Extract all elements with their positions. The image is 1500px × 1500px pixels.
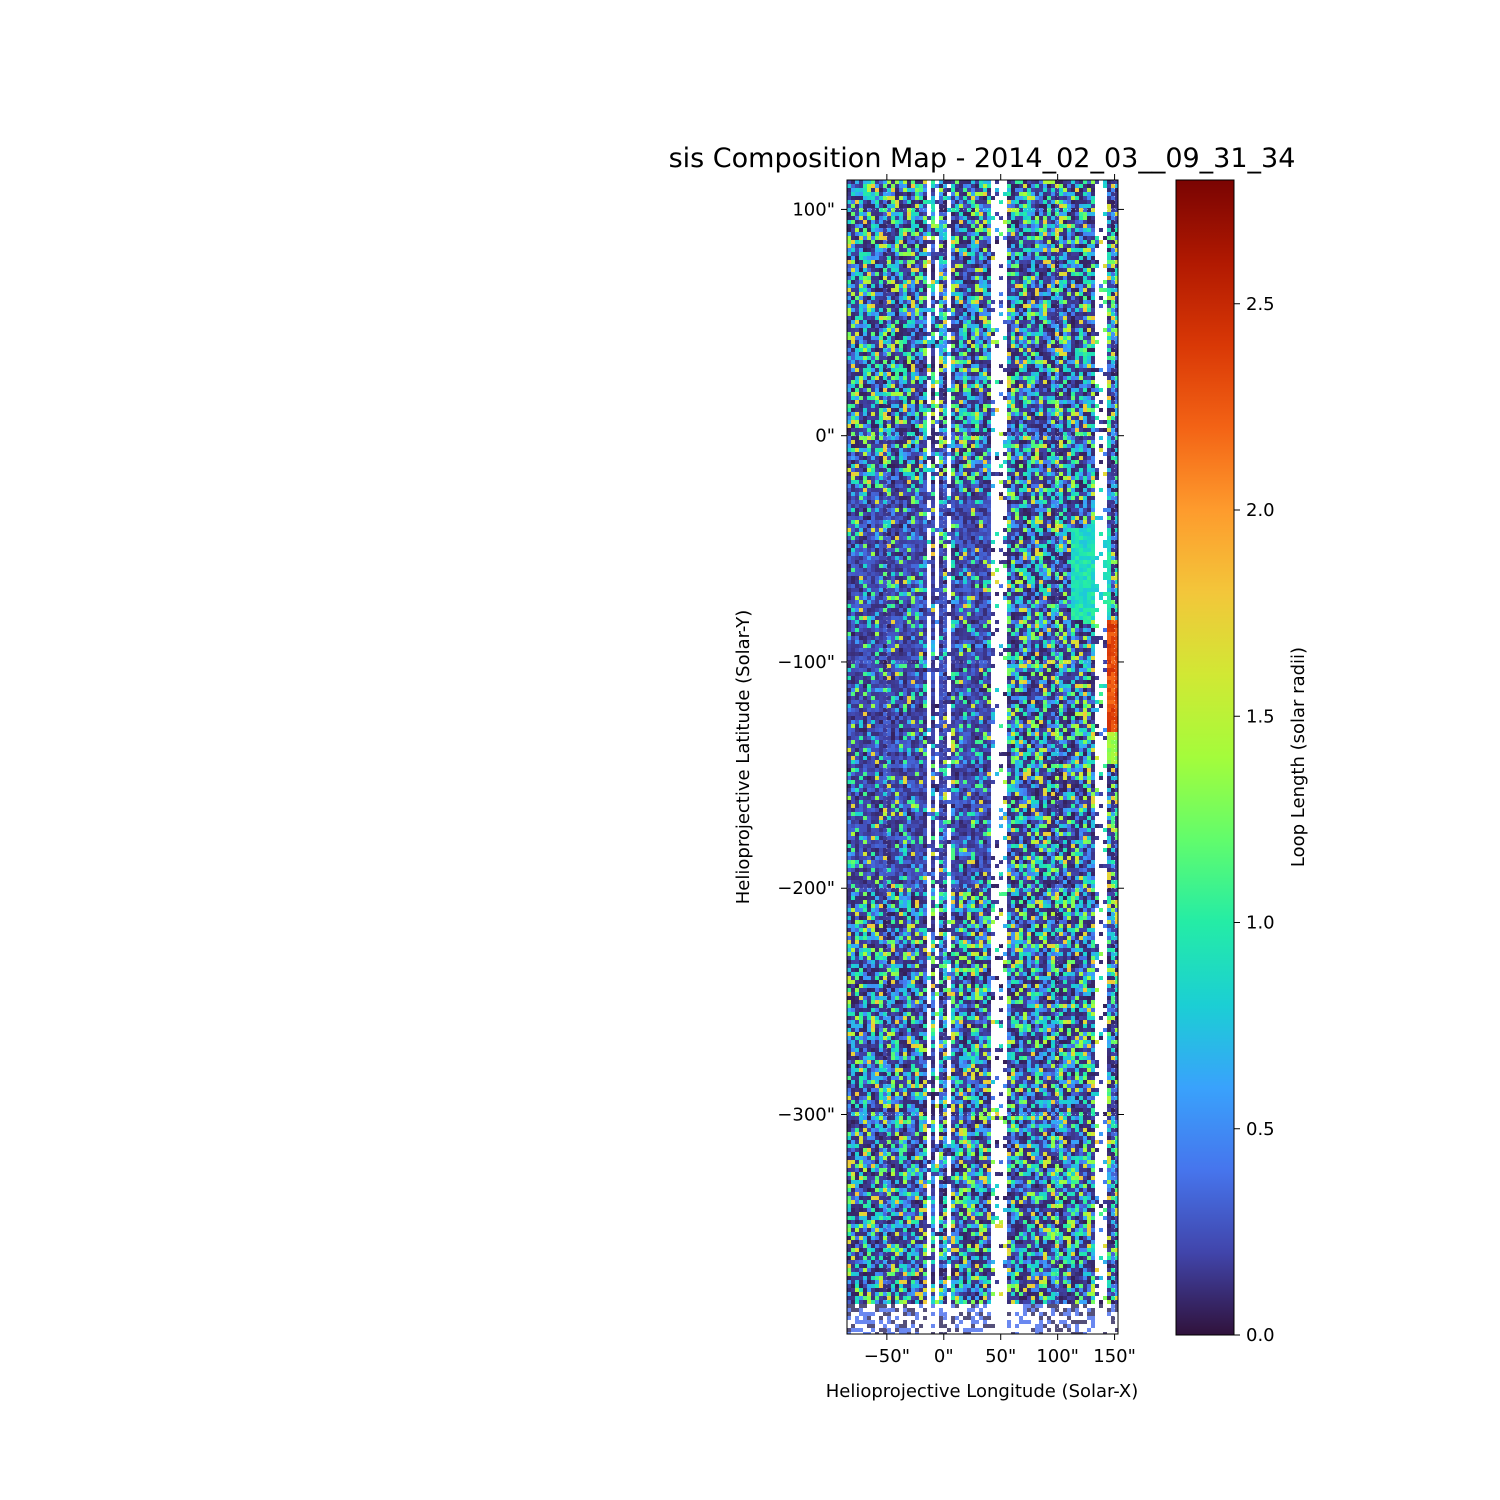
colorbar-axis: 0.0 0.5 1.0 1.5 2.0 2.5 [1234,294,1275,1346]
x-tick-label: 0" [934,1346,954,1367]
x-tick-label: −50" [864,1346,910,1367]
y-tick-label: 0" [815,426,835,447]
y-tick-label: −300" [777,1105,835,1126]
colorbar-tick-label: 2.5 [1246,294,1275,315]
y-tick-label: −200" [777,878,835,899]
colorbar-tick-label: 1.5 [1246,706,1275,727]
colorbar-label: Loop Length (solar radii) [1288,647,1309,867]
x-tick-label: 50" [985,1346,1016,1367]
colorbar-tick-label: 0.5 [1246,1119,1275,1140]
plot-frame [846,179,1119,1335]
y-axis-label: Helioprojective Latitude (Solar-Y) [733,610,754,904]
x-axis: −50" 0" 50" 100" 150" [864,174,1136,1367]
x-tick-label: 150" [1093,1346,1136,1367]
colorbar [1175,179,1235,1336]
y-tick-label: 100" [792,199,835,220]
chart-title: sis Composition Map - 2014_02_03__09_31_… [669,143,1296,174]
x-tick-label: 100" [1036,1346,1079,1367]
colorbar-tick-label: 1.0 [1246,913,1275,934]
heatmap-image [847,180,1118,1334]
y-tick-label: −100" [777,652,835,673]
x-axis-label: Helioprojective Longitude (Solar-X) [826,1381,1139,1402]
colorbar-tick-label: 2.0 [1246,500,1275,521]
grid-lines [847,180,1118,1334]
colorbar-tick-label: 0.0 [1246,1325,1275,1346]
y-axis: 100" 0" −100" −200" −300" [777,199,1124,1126]
